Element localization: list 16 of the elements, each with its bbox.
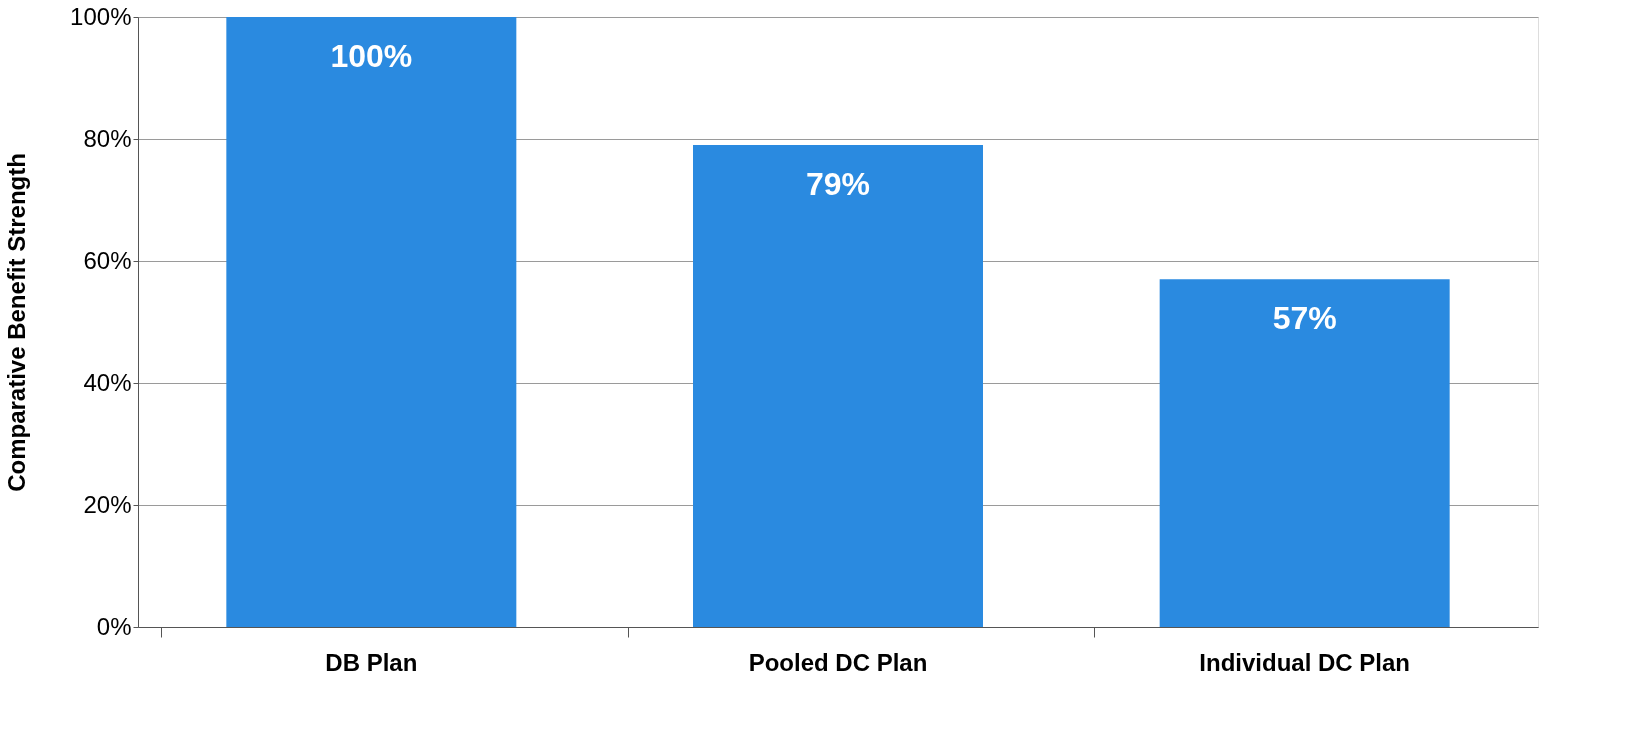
y-tick-label: 80% (83, 124, 132, 152)
bar (693, 145, 983, 627)
data-label: 79% (805, 166, 871, 203)
y-tick-label: 20% (83, 490, 132, 518)
y-tick-label: 0% (96, 612, 132, 640)
y-axis-title: Comparative Benefit Strength (3, 153, 31, 492)
bar (1159, 279, 1450, 627)
x-tick-label: DB Plan (325, 648, 418, 676)
bar (226, 17, 517, 627)
y-tick-label: 40% (83, 368, 132, 396)
y-tick-label: 60% (83, 246, 132, 274)
y-tick-label: 100% (70, 2, 132, 30)
x-tick-label: Pooled DC Plan (748, 648, 928, 676)
x-tick-label: Individual DC Plan (1199, 648, 1411, 676)
data-label: 100% (330, 38, 413, 74)
data-label: 57% (1272, 300, 1337, 337)
